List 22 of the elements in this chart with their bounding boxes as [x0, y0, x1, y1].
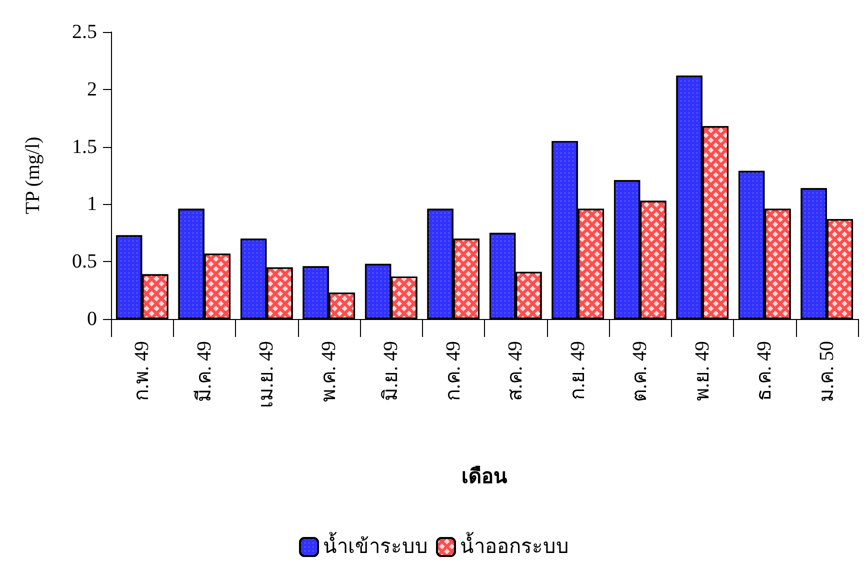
- y-axis-title: TP (mg/l): [22, 136, 44, 214]
- x-tick-label: ก.พ. 49: [131, 341, 154, 401]
- x-axis-title: เดือน: [462, 465, 508, 488]
- x-tick-label: มี.ค. 49: [193, 341, 216, 402]
- x-tick-label: ส.ค. 49: [504, 341, 527, 401]
- x-tick-label: ก.ย. 49: [566, 341, 589, 400]
- y-tick-label: 2: [87, 78, 97, 100]
- x-tick-label: ต.ค. 49: [629, 341, 652, 402]
- y-tick-label: 0.5: [72, 250, 97, 273]
- x-tick-label: ก.ค. 49: [442, 341, 464, 401]
- x-tick-label: เม.ย. 49: [256, 341, 278, 408]
- x-tick-label: มิ.ย. 49: [380, 341, 402, 401]
- x-tick-label: ม.ค. 50: [816, 341, 838, 402]
- y-tick-label: 0: [87, 308, 97, 330]
- y-tick-label: 1: [87, 193, 97, 216]
- x-tick-label: พ.ย. 49: [691, 341, 714, 401]
- x-tick-label: พ.ค. 49: [318, 341, 340, 402]
- x-tick-label: ธ.ค. 49: [754, 341, 776, 401]
- legend-label: น้ำออกระบบ: [460, 532, 569, 558]
- y-tick-label: 2.5: [72, 21, 97, 43]
- y-tick-label: 1.5: [72, 136, 97, 158]
- legend-label: น้ำเข้าระบบ: [323, 532, 428, 558]
